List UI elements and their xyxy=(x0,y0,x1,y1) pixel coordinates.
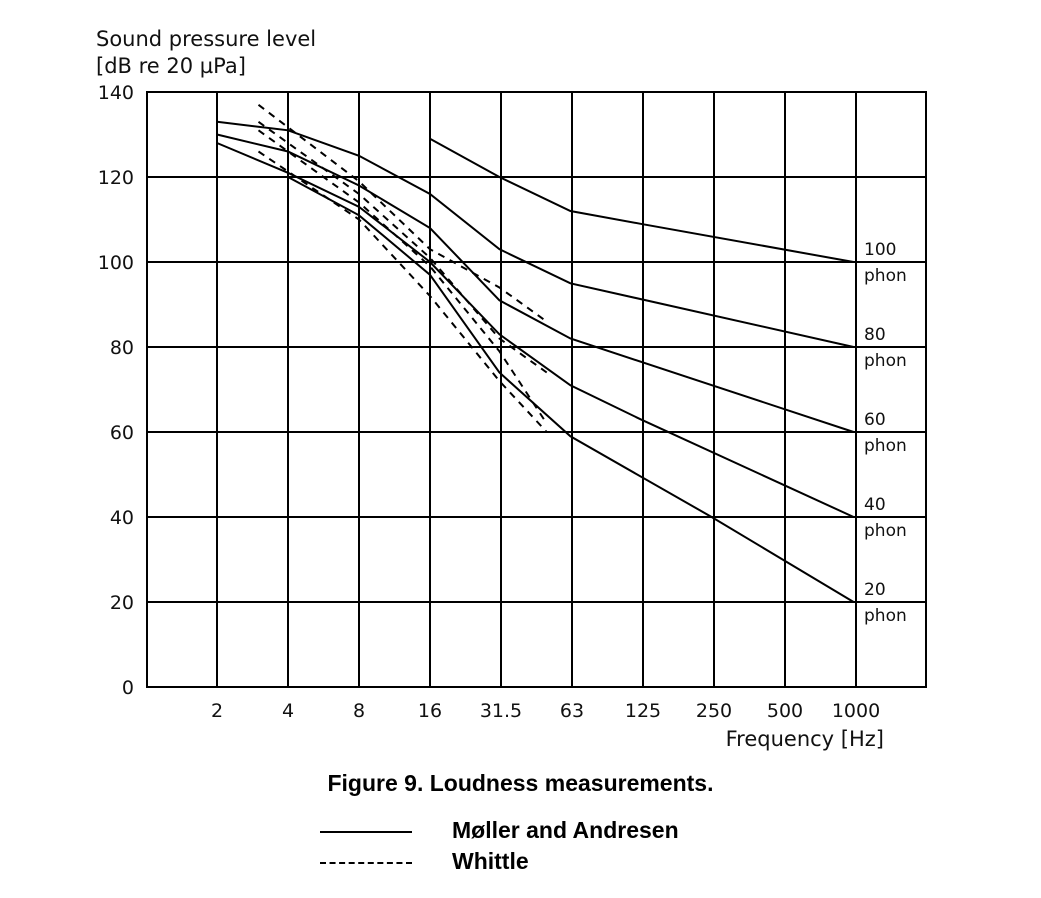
curve-label-20-value: 20 xyxy=(864,580,886,600)
whittle-curve-7 xyxy=(257,129,548,425)
whittle-curve-6 xyxy=(257,120,548,374)
curve-label-20-unit: phon xyxy=(864,606,907,626)
y-tick-label: 40 xyxy=(110,507,134,529)
x-axis-label: Frequency [Hz] xyxy=(726,727,884,751)
curve-label-60-value: 60 xyxy=(864,410,886,430)
moller-andresen-curve-0 xyxy=(429,137,854,263)
legend-dashed-line xyxy=(320,862,412,864)
x-tick-label: 1000 xyxy=(832,700,880,722)
curve-label-60-unit: phon xyxy=(864,436,907,456)
x-tick-label: 16 xyxy=(418,700,442,722)
curve-labels: 100 phon 80 phon 60 phon 40 phon 20 phon xyxy=(864,240,907,626)
x-tick-label: 125 xyxy=(625,700,661,722)
plot-frame xyxy=(146,91,927,688)
curve-label-40-value: 40 xyxy=(864,495,886,515)
y-tick-label: 100 xyxy=(98,252,134,274)
axis-ticks: 0 20 40 60 80 100 120 140 2 4 8 16 31.5 63 125 250 500 10… xyxy=(98,82,880,722)
x-tick-label: 63 xyxy=(560,700,584,722)
whittle-curve-5 xyxy=(257,104,548,323)
x-tick-label: 500 xyxy=(767,700,803,722)
y-tick-label: 140 xyxy=(98,82,134,104)
x-tick-label: 31.5 xyxy=(480,700,522,722)
legend-label-moller: Møller and Andresen xyxy=(452,817,679,843)
y-tick-label: 80 xyxy=(110,337,134,359)
legend-item-moller: Møller and Andresen xyxy=(320,817,740,847)
x-tick-label: 250 xyxy=(696,700,732,722)
legend-item-whittle: Whittle xyxy=(320,848,740,878)
curve-label-40-unit: phon xyxy=(864,521,907,541)
legend-solid-line xyxy=(320,831,412,833)
y-tick-label: 20 xyxy=(110,592,134,614)
curve-label-80-value: 80 xyxy=(864,325,886,345)
y-tick-label: 120 xyxy=(98,167,134,189)
legend-label-whittle: Whittle xyxy=(452,848,529,874)
y-axis-label-line2: [dB re 20 µPa] xyxy=(96,54,246,78)
curve-label-80-unit: phon xyxy=(864,351,907,371)
moller-andresen-curve-1 xyxy=(216,120,854,348)
curves xyxy=(216,104,855,603)
whittle-curve-8 xyxy=(257,150,548,433)
figure-caption: Figure 9. Loudness measurements. xyxy=(327,770,714,796)
y-tick-label: 0 xyxy=(122,677,134,699)
curve-label-100-unit: phon xyxy=(864,266,907,286)
x-tick-label: 8 xyxy=(353,700,365,722)
y-tick-label: 60 xyxy=(110,422,134,444)
moller-andresen-curve-3 xyxy=(216,142,855,518)
x-tick-label: 4 xyxy=(282,700,294,722)
curve-label-100-value: 100 xyxy=(864,240,896,260)
moller-andresen-curve-4 xyxy=(287,176,855,603)
plot-grid xyxy=(146,91,927,688)
x-tick-label: 2 xyxy=(211,700,223,722)
y-axis-label-line1: Sound pressure level xyxy=(96,27,316,51)
moller-andresen-curve-2 xyxy=(216,133,854,433)
